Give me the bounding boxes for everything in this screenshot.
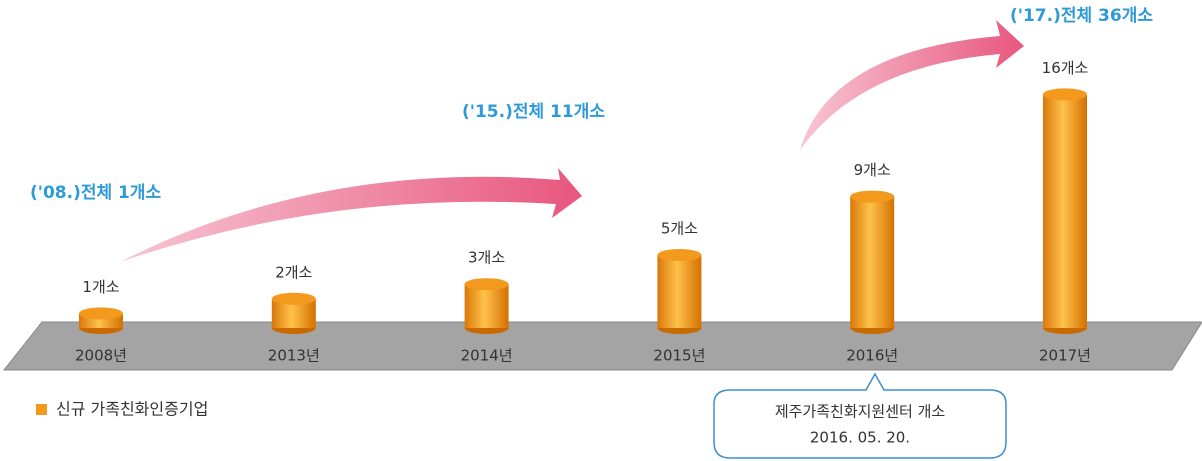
floor	[2, 321, 1202, 371]
annotation: ('08.)전체 1개소	[30, 183, 162, 203]
annotation: ('15.)전체 11개소	[462, 102, 605, 122]
value-label: 9개소	[854, 161, 891, 179]
legend-swatch	[36, 404, 47, 415]
bar-top	[1043, 88, 1087, 101]
value-label: 16개소	[1042, 59, 1089, 77]
x-tick-label: 2014년	[461, 347, 513, 365]
value-label: 3개소	[468, 249, 505, 267]
x-tick-label: 2015년	[653, 347, 705, 365]
x-tick-label: 2016년	[846, 347, 898, 365]
value-label: 2개소	[275, 263, 312, 281]
bar	[1043, 94, 1087, 329]
callout-box	[713, 372, 1007, 459]
annotation: ('17.)전체 36개소	[1010, 6, 1153, 26]
bar	[464, 284, 509, 328]
value-label: 1개소	[82, 278, 119, 296]
callout-text: 2016. 05. 20.	[810, 429, 910, 447]
legend-label: 신규 가족친화인증기업	[56, 400, 208, 419]
bar-top	[657, 249, 702, 261]
callout-text: 제주가족친화지원센터 개소	[775, 403, 946, 421]
bar-top	[79, 307, 123, 320]
x-tick-label: 2013년	[268, 347, 320, 365]
bar-top	[271, 292, 316, 305]
bar-top	[850, 190, 895, 203]
bar	[850, 196, 895, 328]
arrow	[120, 168, 582, 262]
bar	[657, 255, 702, 328]
value-label: 5개소	[661, 220, 698, 238]
arrow	[800, 20, 1024, 150]
x-tick-label: 2017년	[1039, 347, 1091, 365]
bar-top	[464, 278, 509, 291]
x-tick-label: 2008년	[75, 347, 127, 365]
